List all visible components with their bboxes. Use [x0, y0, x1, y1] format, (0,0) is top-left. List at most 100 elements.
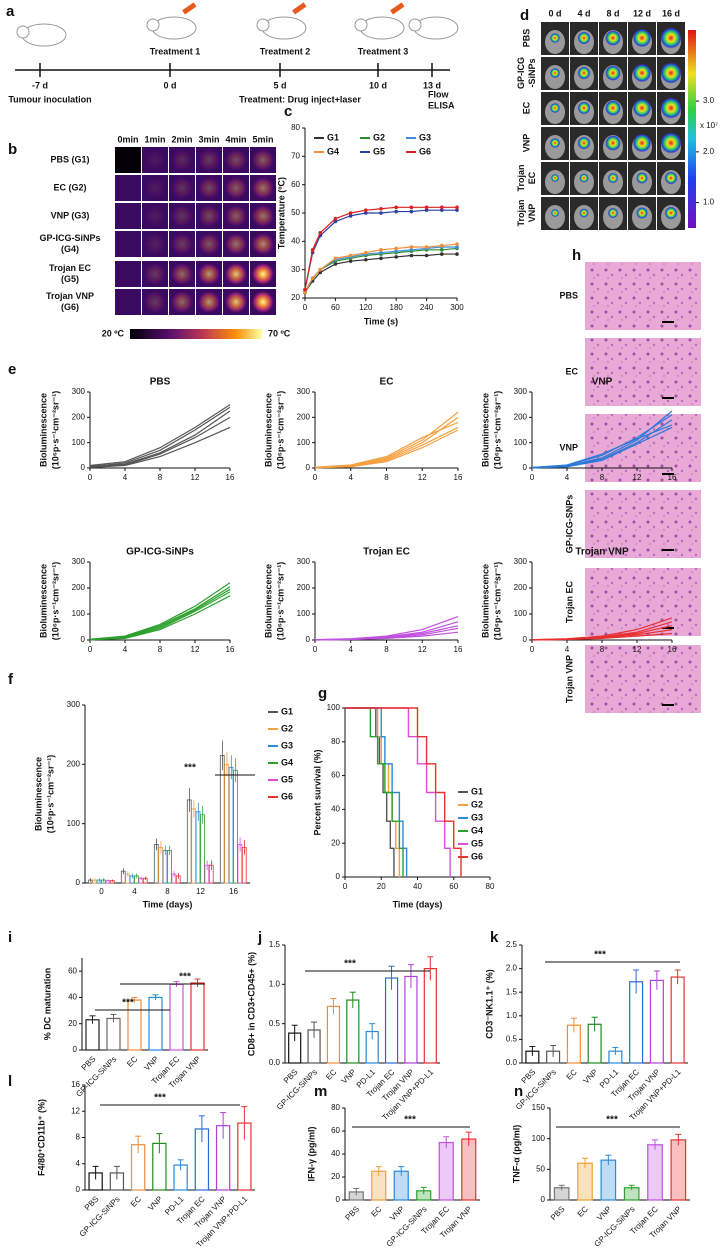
- row-label: EC: [527, 171, 537, 184]
- line: [314, 429, 459, 469]
- colorbar-label: 3.0: [703, 96, 715, 105]
- legend-label: G4: [327, 146, 339, 156]
- legend-label: G5: [471, 838, 483, 848]
- row-label: (G4): [61, 244, 79, 254]
- panel-label: n: [514, 1083, 523, 1100]
- y-tick-label: 100: [72, 438, 86, 447]
- point: [348, 211, 353, 215]
- y-tick-label: 200: [67, 759, 81, 768]
- bar: [346, 999, 360, 1064]
- point: [379, 248, 383, 252]
- line: [89, 404, 231, 467]
- y-tick-label: 200: [72, 412, 86, 421]
- y-tick-label: 40: [68, 993, 77, 1002]
- thermal-spot: [251, 290, 275, 314]
- y-tick-label: 1.5: [506, 987, 518, 996]
- point: [409, 248, 414, 252]
- y-tick-label: 300: [514, 387, 528, 396]
- point: [424, 208, 429, 212]
- histology-image: [585, 568, 701, 636]
- point: [394, 209, 399, 214]
- signal: [551, 209, 559, 217]
- panel-label: b: [8, 141, 17, 158]
- x-tick-label: 8: [384, 645, 389, 654]
- x-tick-label: 12: [633, 645, 642, 654]
- bar: [85, 1019, 100, 1051]
- x-tick-label: 180: [390, 303, 404, 312]
- x-tick-label: 12: [418, 645, 427, 654]
- x-tick-label: VNP: [388, 1205, 406, 1223]
- y-axis-label: CD8+ in CD3+CD45+ (%): [246, 952, 256, 1056]
- significance: ***: [404, 1115, 416, 1126]
- histology-image: [585, 338, 701, 406]
- y-tick-label: 200: [72, 583, 86, 592]
- thermal-spot: [143, 290, 167, 314]
- timeline-label: Treatment 2: [260, 46, 311, 56]
- row-label: Trojan: [516, 199, 526, 226]
- x-tick-label: 0: [303, 303, 308, 312]
- y-tick-label: 300: [514, 557, 528, 566]
- laser: [390, 2, 405, 15]
- x-tick-label: VNP: [142, 1055, 160, 1073]
- point: [455, 242, 459, 246]
- row-label: EC: [521, 101, 531, 114]
- bar: [670, 1139, 687, 1201]
- row-label: Trojan EC: [49, 263, 92, 273]
- y-tick-label: 100: [327, 703, 341, 712]
- y-axis-label: (10⁶p·s⁻¹cm⁻²sr⁻¹): [492, 391, 502, 469]
- y-tick-label: 60: [331, 771, 340, 780]
- x-tick-label: 0: [88, 473, 93, 482]
- row-label: PBS: [559, 290, 578, 300]
- panel-label: l: [8, 1073, 12, 1090]
- bar: [438, 1141, 454, 1201]
- x-tick-label: 4: [349, 645, 354, 654]
- colorbar-label: 20 ºC: [102, 328, 125, 338]
- row-label: GP-ICG-SiNPs: [39, 233, 100, 243]
- bar: [148, 996, 163, 1051]
- x-tick-label: 12: [191, 473, 200, 482]
- row-label: VNP: [559, 442, 578, 452]
- point: [379, 250, 383, 255]
- legend-label: G3: [471, 812, 483, 822]
- thermal-spot: [224, 176, 248, 200]
- y-tick-label: 200: [297, 583, 311, 592]
- signal: [605, 30, 621, 46]
- column-header: 0min: [117, 134, 138, 144]
- point: [424, 205, 429, 210]
- thermal-image: [115, 203, 141, 229]
- point: [364, 250, 368, 255]
- bar: [167, 849, 172, 884]
- bar: [200, 814, 205, 884]
- x-tick-label: 12: [633, 473, 642, 482]
- y-tick-label: 200: [514, 412, 528, 421]
- laser: [292, 2, 307, 15]
- bar: [162, 849, 168, 884]
- x-tick-label: 16: [226, 645, 235, 654]
- y-tick-label: 0: [336, 872, 341, 881]
- x-tick-label: 16: [668, 473, 677, 482]
- line: [89, 410, 231, 467]
- y-tick-label: 20: [68, 1019, 77, 1028]
- thermal-spot: [197, 176, 221, 200]
- x-tick-label: 16: [454, 473, 463, 482]
- signal: [605, 100, 621, 116]
- panel-label: a: [6, 3, 15, 20]
- thermal-image: [115, 175, 141, 201]
- histology-image: [585, 490, 701, 558]
- signal: [579, 208, 589, 218]
- column-header: 12 d: [633, 8, 651, 18]
- legend-label: G2: [471, 799, 483, 809]
- x-tick-label: PBS: [520, 1068, 538, 1086]
- significance: ***: [184, 763, 196, 774]
- mouse-head: [408, 18, 422, 32]
- row-label: Trojan VNP: [564, 655, 574, 703]
- colorbar-unit: x 10⁷: [700, 121, 718, 130]
- x-tick-label: 8: [384, 473, 389, 482]
- y-tick-label: 0: [336, 1195, 341, 1204]
- x-tick-label: 16: [226, 473, 235, 482]
- colorbar-label: 2.0: [703, 147, 715, 156]
- point: [409, 205, 414, 210]
- x-tick-label: VNP: [146, 1195, 164, 1213]
- point: [455, 252, 459, 256]
- x-tick-label: EC: [129, 1194, 143, 1208]
